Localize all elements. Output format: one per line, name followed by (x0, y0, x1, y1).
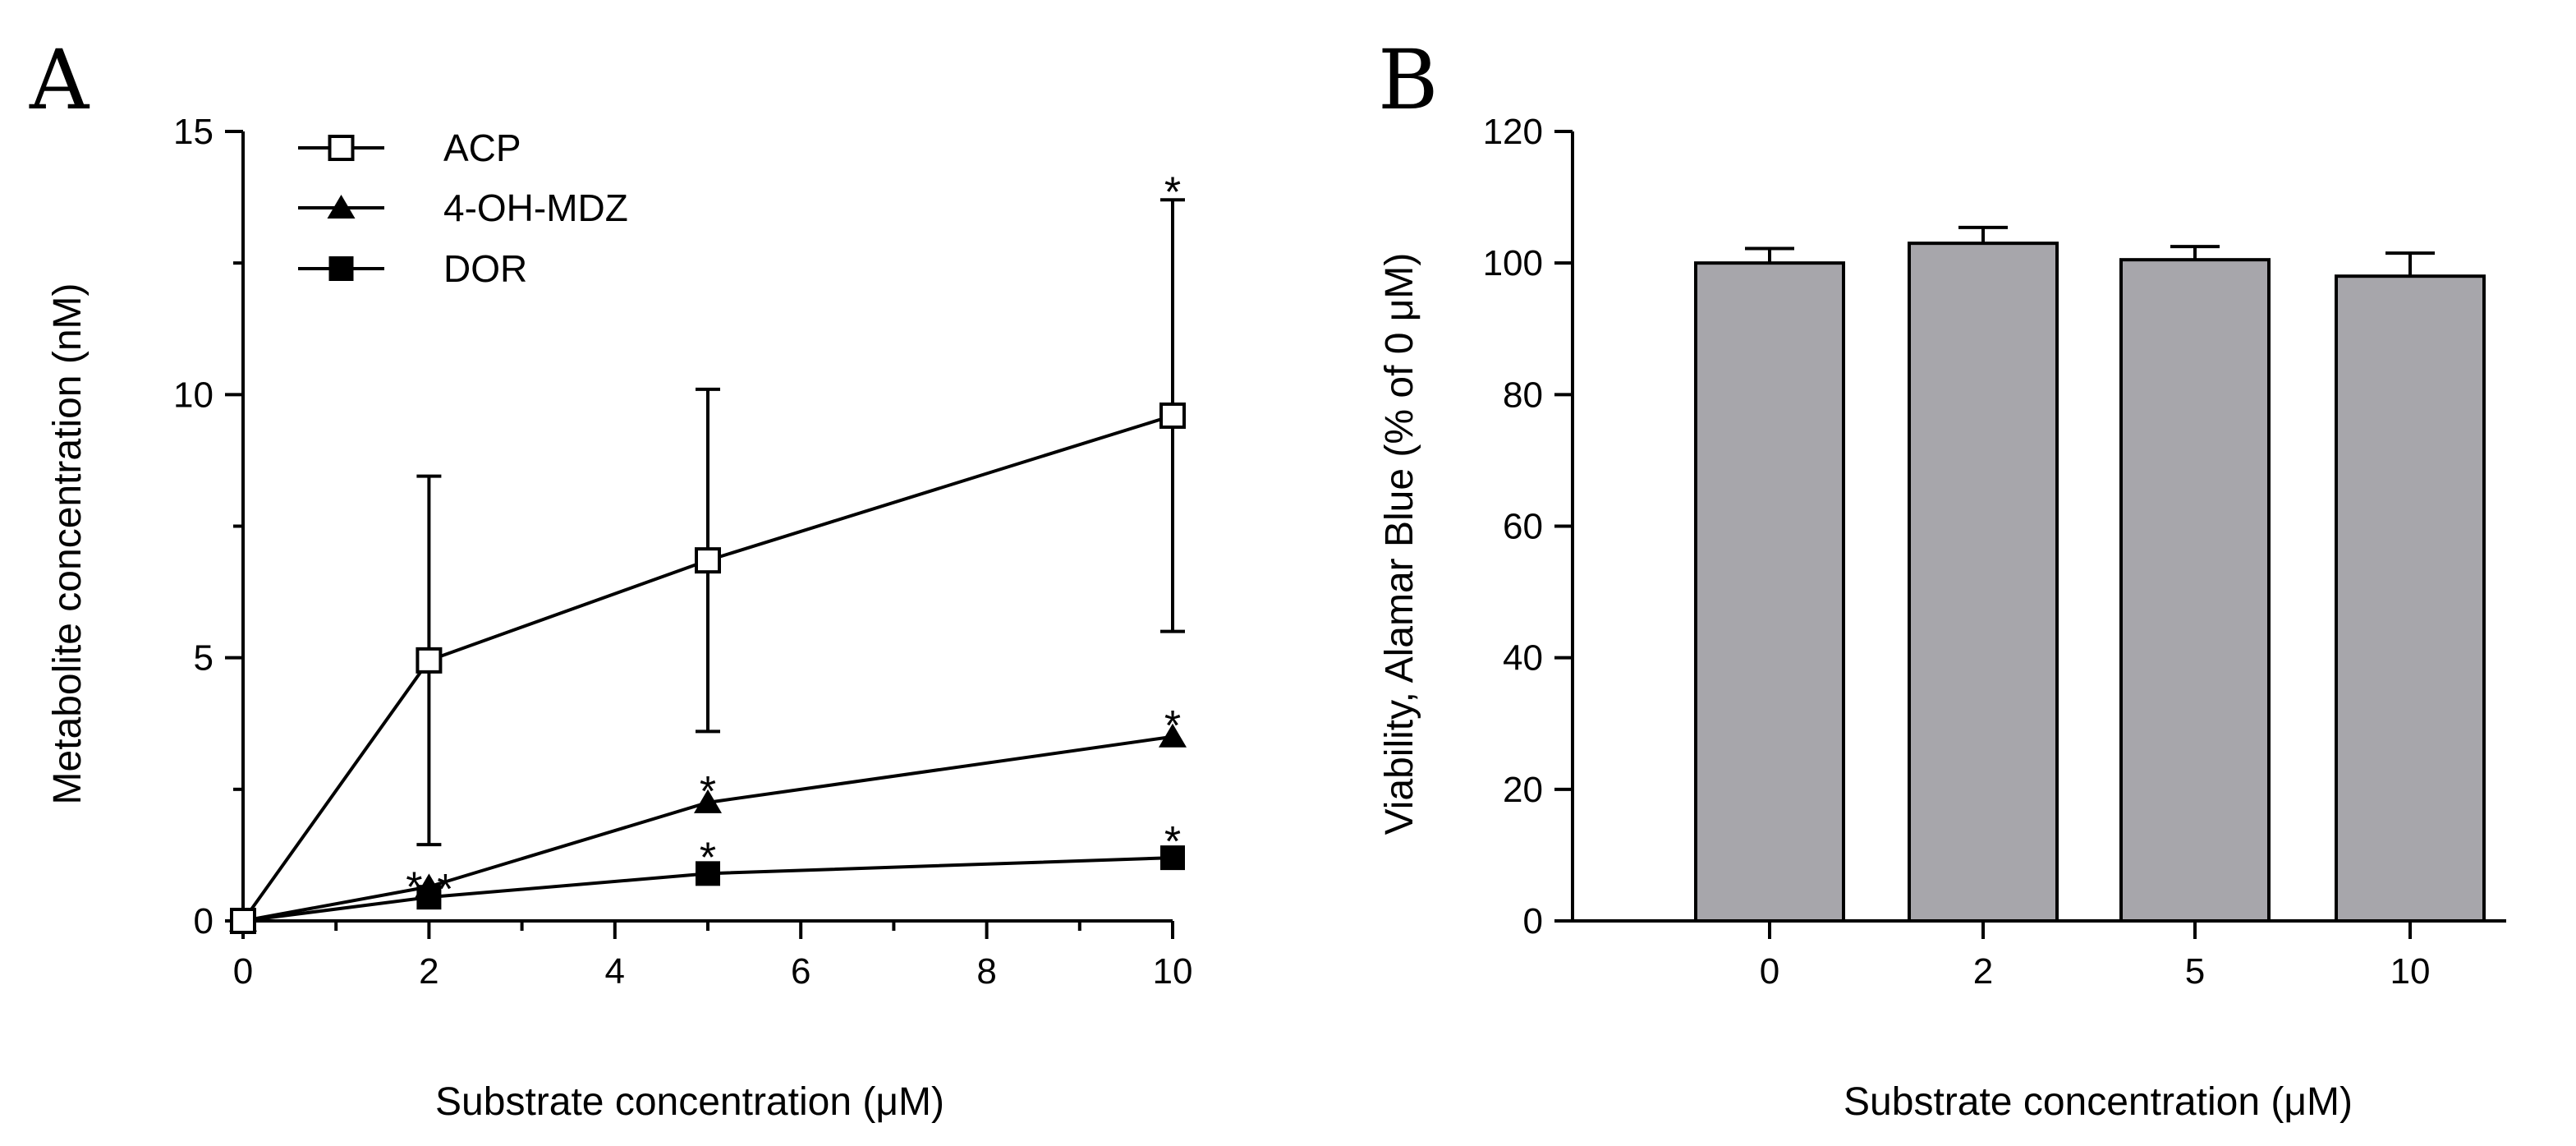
panel-a-point-acp (230, 908, 256, 934)
panel-a-letter: A (29, 32, 90, 128)
panel-b-x-tick-label: 2 (1973, 951, 1993, 992)
legend-marker-4-oh-mdz (327, 195, 356, 219)
panel-a-y-tick-label: 0 (194, 901, 214, 941)
panel-a-significance-star-4-oh-mdz: * (700, 768, 716, 816)
panel-a-series-line-4-oh-mdz (242, 734, 1173, 923)
panel-a-point-acp (1159, 402, 1186, 429)
panel-a-y-tick-label: 5 (194, 638, 214, 679)
panel-a-series-line-dor (242, 856, 1173, 923)
panel-b-x-tick-label: 5 (2185, 951, 2205, 992)
legend-label-acp: ACP (443, 127, 521, 169)
panel-b-y-tick-label: 120 (1483, 112, 1543, 152)
panel-a-line-chart: A Metabolite concentration (nM) Substrat… (29, 32, 1192, 1124)
panel-a-point-acp (416, 647, 443, 674)
panel-a-significance-star-4-oh-mdz: * (1164, 702, 1181, 750)
panel-a-significance-star-acp: * (1164, 168, 1181, 216)
panel-a-x-tick-label: 10 (1153, 951, 1193, 992)
panel-b-letter: B (1378, 32, 1439, 128)
panel-a-significance-star-dor: * (700, 834, 716, 881)
panel-b-y-tick-label: 80 (1503, 375, 1543, 415)
panel-b-y-tick-label: 100 (1483, 243, 1543, 283)
panel-a-point-dor (1160, 845, 1185, 871)
panel-a-x-tick-label: 2 (419, 951, 439, 992)
panel-a-point-acp (695, 547, 721, 574)
panel-b-bar-0 (1694, 261, 1845, 923)
panel-b-plot-area: 0 20 40 60 80 100 120 0 2 5 10 (1483, 112, 2506, 992)
panel-a-y-axis-title: Metabolite concentration (nM) (46, 283, 90, 805)
panel-b-y-tick-label: 20 (1503, 770, 1543, 810)
legend-marker-acp (328, 135, 355, 161)
panel-b-bar-2 (1908, 242, 2059, 923)
panel-b-x-tick-label: 10 (2390, 951, 2431, 992)
panel-a-point-4-oh-mdz (1159, 723, 1187, 748)
panel-a-significance-star-4-oh-mdz: * (406, 863, 422, 911)
panel-b-bar-5 (2119, 258, 2271, 923)
legend-label-dor: DOR (443, 247, 527, 290)
panel-a-significance-star-dor: * (437, 866, 453, 914)
panel-b-bar-10 (2335, 274, 2486, 923)
panel-a-y-tick-label: 15 (173, 112, 214, 152)
panel-b-y-tick-label: 40 (1503, 638, 1543, 679)
panel-b-y-tick-label: 60 (1503, 507, 1543, 547)
panel-a-x-tick-label: 8 (976, 951, 996, 992)
panel-b-y-axis-title: Viability, Alamar Blue (% of 0 μM) (1378, 253, 1421, 835)
panel-a-x-tick-label: 4 (605, 951, 625, 992)
panel-a-point-4-oh-mdz (694, 789, 722, 813)
panel-a-y-tick-label: 10 (173, 375, 214, 415)
panel-a-significance-star-dor: * (1164, 818, 1181, 866)
panel-b-y-tick-label: 0 (1523, 901, 1543, 941)
legend-marker-dor (328, 256, 354, 281)
panel-a-plot-area: 0 5 10 15 0 2 4 6 8 10 * * * * * * * ACP 4-OH-MDZ DOR (173, 112, 1192, 992)
panel-b-x-axis-title: Substrate concentration (μM) (1844, 1080, 2353, 1124)
panel-a-point-4-oh-mdz (415, 873, 443, 898)
panel-a-legend: ACP 4-OH-MDZ DOR (298, 127, 628, 290)
panel-a-x-tick-label: 6 (791, 951, 810, 992)
panel-b-x-tick-label: 0 (1760, 951, 1779, 992)
panel-a-x-axis-title: Substrate concentration (μM) (435, 1080, 944, 1124)
panel-b-bar-chart: B Viability, Alamar Blue (% of 0 μM) Sub… (1378, 32, 2506, 1124)
legend-label-4-oh-mdz: 4-OH-MDZ (443, 186, 628, 229)
panel-a-point-dor (696, 861, 720, 886)
panel-a-series-line-acp (241, 414, 1173, 923)
panel-a-x-tick-label: 0 (233, 951, 253, 992)
